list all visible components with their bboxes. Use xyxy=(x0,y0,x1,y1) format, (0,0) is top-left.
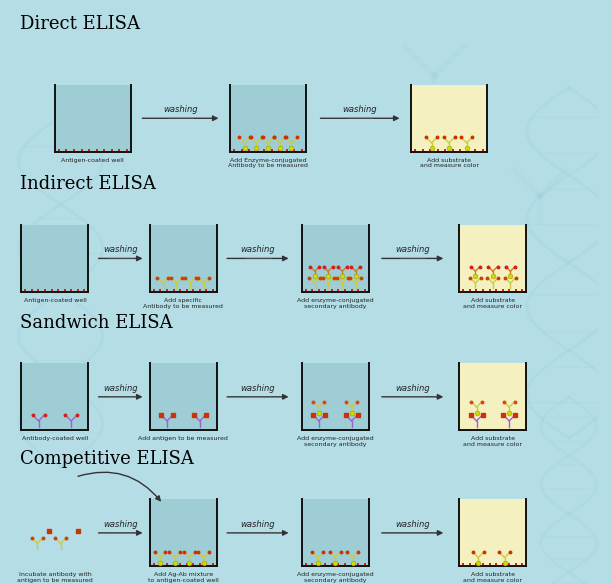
Bar xyxy=(150,225,217,292)
Text: Antibody-coated well: Antibody-coated well xyxy=(21,436,88,442)
Text: Add substrate
and measure color: Add substrate and measure color xyxy=(463,572,523,583)
Text: Add enzyme-conjugated
secondary antibody: Add enzyme-conjugated secondary antibody xyxy=(297,572,373,583)
Bar xyxy=(302,499,369,566)
Text: Sandwich ELISA: Sandwich ELISA xyxy=(20,314,173,332)
Text: washing: washing xyxy=(103,245,138,255)
Text: washing: washing xyxy=(103,520,138,529)
Bar xyxy=(21,225,89,292)
Bar xyxy=(21,363,89,430)
Text: Competitive ELISA: Competitive ELISA xyxy=(20,450,194,468)
Text: Add Ag-Ab mixture
to antigen-coated well: Add Ag-Ab mixture to antigen-coated well xyxy=(148,572,218,583)
Text: Add substrate
and measure color: Add substrate and measure color xyxy=(463,298,523,308)
Bar xyxy=(230,85,306,152)
Bar xyxy=(459,499,526,566)
Text: Add substrate
and measure color: Add substrate and measure color xyxy=(463,436,523,447)
Bar xyxy=(459,363,526,430)
Text: Incubate antibody with
antigen to be measured: Incubate antibody with antigen to be mea… xyxy=(17,572,93,583)
Bar xyxy=(459,225,526,292)
Text: Add substrate
and measure color: Add substrate and measure color xyxy=(420,158,479,168)
Text: Direct ELISA: Direct ELISA xyxy=(20,15,140,33)
Text: Antigen-coated well: Antigen-coated well xyxy=(61,158,124,163)
Text: washing: washing xyxy=(241,245,275,255)
Text: washing: washing xyxy=(395,520,430,529)
Bar xyxy=(411,85,487,152)
Text: Add specific
Antibody to be measured: Add specific Antibody to be measured xyxy=(143,298,223,308)
Bar xyxy=(302,225,369,292)
Bar xyxy=(55,85,131,152)
Text: Add enzyme-conjugated
secondary antibody: Add enzyme-conjugated secondary antibody xyxy=(297,298,373,308)
Text: washing: washing xyxy=(395,384,430,392)
Text: Add Enzyme-conjugated
Antibody to be measured: Add Enzyme-conjugated Antibody to be mea… xyxy=(228,158,308,168)
Text: washing: washing xyxy=(241,520,275,529)
Text: washing: washing xyxy=(103,384,138,392)
Text: washing: washing xyxy=(241,384,275,392)
Text: Add enzyme-conjugated
secondary antibody: Add enzyme-conjugated secondary antibody xyxy=(297,436,373,447)
Bar xyxy=(150,363,217,430)
Bar xyxy=(302,363,369,430)
Bar xyxy=(150,499,217,566)
Text: Add antigen to be measured: Add antigen to be measured xyxy=(138,436,228,442)
Text: Antigen-coated well: Antigen-coated well xyxy=(23,298,86,303)
Text: washing: washing xyxy=(343,105,378,114)
Text: Indirect ELISA: Indirect ELISA xyxy=(20,175,155,193)
Text: washing: washing xyxy=(395,245,430,255)
Text: washing: washing xyxy=(163,105,198,114)
